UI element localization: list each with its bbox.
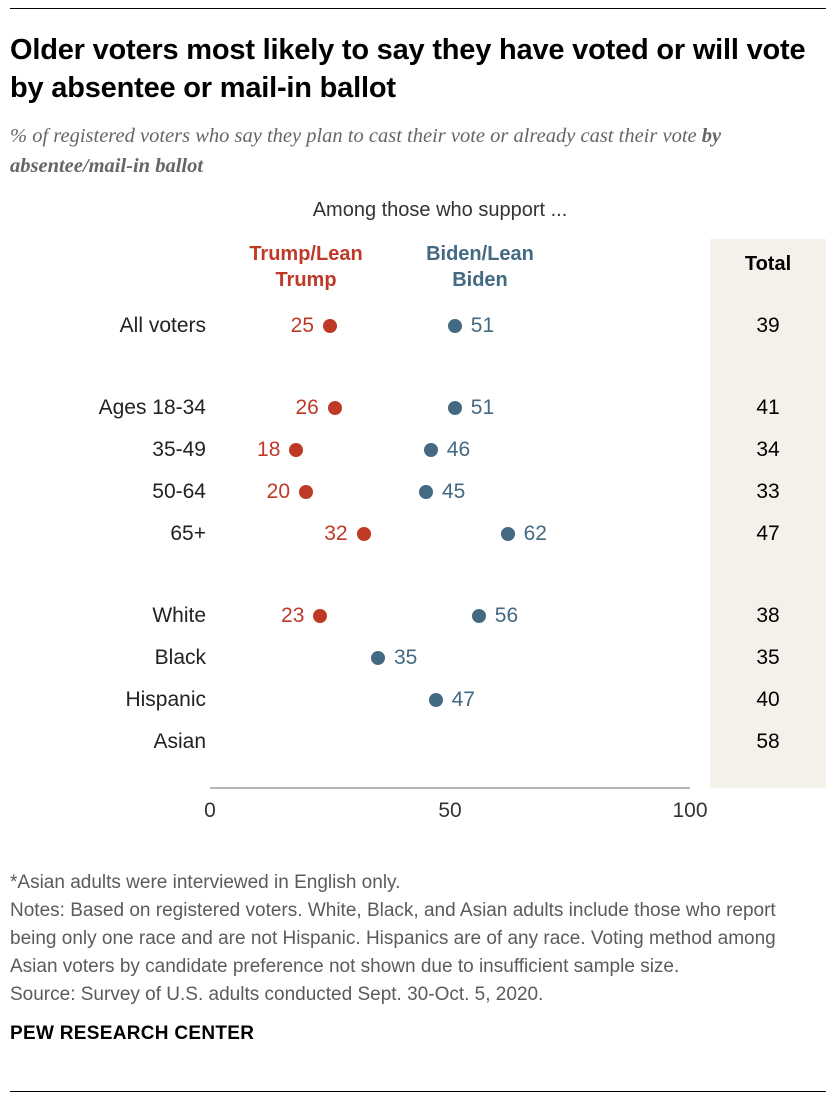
biden-dot — [371, 651, 385, 665]
total-column-background — [710, 239, 826, 788]
chart-row: All voters 25 51 39 — [10, 305, 826, 347]
biden-dot — [423, 443, 438, 457]
trump-value: 32 — [324, 522, 348, 545]
biden-value: 46 — [446, 438, 471, 461]
dot-plot-chart: Among those who support ... Trump/Lean T… — [10, 197, 826, 839]
trump-dot — [299, 485, 313, 499]
subtitle-bold: by absentee/mail-in ballot — [10, 125, 722, 177]
row-gap — [10, 347, 826, 387]
trump-dot — [313, 609, 328, 623]
trump-value: 20 — [266, 480, 290, 503]
x-axis-tick-label: 50 — [438, 799, 462, 822]
x-axis-line — [210, 787, 690, 789]
total-value: 39 — [756, 314, 780, 337]
trump-dot — [327, 401, 342, 415]
chart-row: Asian 58 — [10, 721, 826, 763]
source-text: Source: Survey of U.S. adults conducted … — [10, 984, 544, 1005]
total-value: 34 — [756, 438, 780, 461]
asterisk-note: *Asian adults were interviewed in Englis… — [10, 872, 401, 893]
biden-value: 51 — [470, 396, 495, 419]
x-axis-ticks: 0 50 100 — [10, 799, 826, 829]
row-label: White — [152, 604, 206, 627]
biden-column-header: Biden/Lean Biden — [426, 243, 534, 291]
row-label: Asian — [153, 730, 206, 753]
biden-value: 62 — [523, 522, 547, 545]
biden-dot — [471, 609, 486, 623]
row-label: 65+ — [170, 522, 206, 545]
trump-dot — [323, 319, 337, 333]
total-value: 41 — [756, 396, 780, 419]
biden-value: 35 — [394, 646, 418, 669]
chart-row: 35-49 18 46 34 — [10, 429, 826, 471]
row-label: Hispanic — [125, 688, 206, 711]
biden-dot — [500, 527, 515, 541]
total-value: 47 — [756, 522, 780, 545]
biden-dot — [428, 693, 443, 707]
row-gap — [10, 555, 826, 595]
x-axis-tick-label: 0 — [204, 799, 216, 822]
chart-row: 50-64 20 45 33 — [10, 471, 826, 513]
chart-row: 65+ 32 62 47 — [10, 513, 826, 555]
org-name: PEW RESEARCH CENTER — [10, 1023, 255, 1044]
total-value: 38 — [756, 604, 780, 627]
page-title: Older voters most likely to say they hav… — [10, 34, 806, 104]
chart-row: Hispanic 47 40 — [10, 679, 826, 721]
top-divider — [10, 8, 826, 9]
footnotes: *Asian adults were interviewed in Englis… — [10, 869, 822, 1009]
biden-value: 51 — [470, 314, 495, 337]
chart-row: Black 35 35 — [10, 637, 826, 679]
trump-dot — [289, 443, 304, 457]
total-value: 58 — [756, 730, 780, 753]
trump-value: 26 — [295, 396, 319, 419]
trump-value: 18 — [257, 438, 281, 461]
row-label: 50-64 — [152, 480, 206, 503]
bottom-divider — [10, 1091, 826, 1092]
row-label: Black — [154, 646, 206, 669]
biden-value: 56 — [494, 604, 519, 627]
trump-column-header: Trump/Lean Trump — [249, 243, 363, 291]
total-value: 40 — [756, 688, 780, 711]
row-label: 35-49 — [152, 438, 206, 461]
trump-value: 23 — [281, 604, 305, 627]
chart-row: White 23 56 38 — [10, 595, 826, 637]
chart-subtitle: % of registered voters who say they plan… — [10, 121, 800, 181]
trump-value: 25 — [290, 314, 314, 337]
chart-rows: All voters 25 51 39 Ages 18-34 26 51 41 35-49 18 4… — [10, 305, 826, 763]
biden-dot — [419, 485, 433, 499]
chart-group-header: Among those who support ... — [312, 199, 568, 221]
biden-dot — [447, 319, 462, 333]
biden-value: 45 — [442, 480, 466, 503]
total-column-header: Total — [744, 253, 792, 275]
biden-value: 47 — [451, 688, 475, 711]
x-axis-tick-label: 100 — [672, 799, 708, 822]
row-label: Ages 18-34 — [98, 396, 206, 419]
row-label: All voters — [119, 314, 206, 337]
chart-row: Ages 18-34 26 51 41 — [10, 387, 826, 429]
total-value: 33 — [756, 480, 780, 503]
total-value: 35 — [756, 646, 780, 669]
biden-dot — [447, 401, 462, 415]
trump-dot — [356, 527, 371, 541]
subtitle-plain: % of registered voters who say they plan… — [10, 125, 702, 147]
notes-text: Notes: Based on registered voters. White… — [10, 900, 776, 977]
